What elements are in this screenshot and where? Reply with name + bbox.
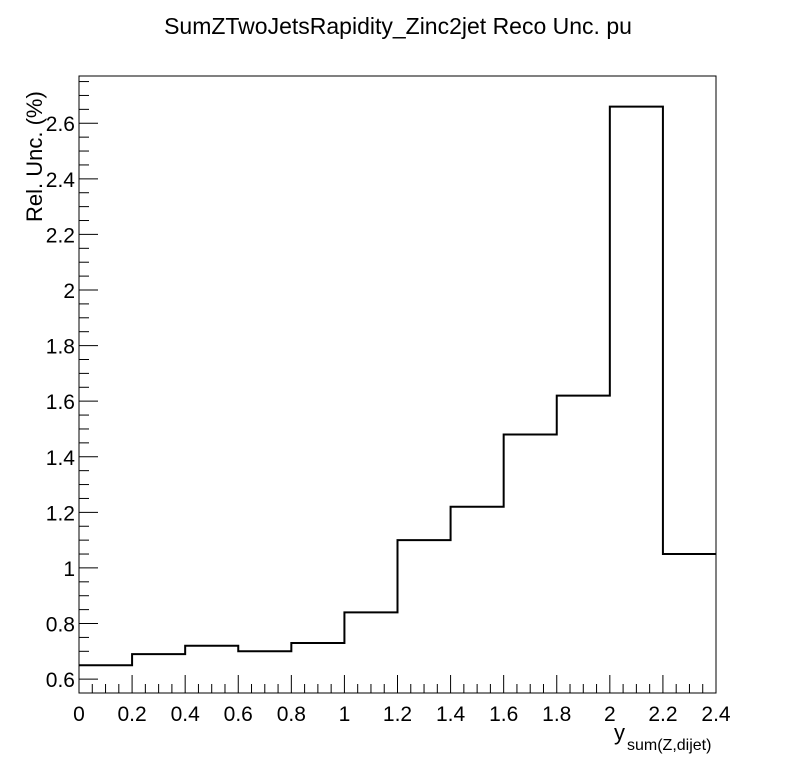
y-tick-label: 1 — [63, 558, 75, 581]
y-axis-title: Rel. Unc. (%) — [22, 91, 47, 222]
x-tick-label: 1.2 — [383, 703, 412, 726]
x-axis-title: y — [614, 720, 625, 745]
x-tick-label: 1.4 — [436, 703, 466, 726]
x-tick-label: 0.6 — [224, 703, 253, 726]
x-tick-label: 2.4 — [701, 703, 731, 726]
x-axis-title-subscript: sum(Z,dijet) — [627, 737, 711, 754]
y-tick-label: 1.2 — [46, 502, 75, 525]
y-tick-label: 0.8 — [46, 614, 75, 637]
y-tick-label: 1.4 — [46, 447, 76, 470]
x-tick-label: 0.8 — [277, 703, 306, 726]
y-tick-label: 2.4 — [46, 169, 76, 192]
x-tick-label: 0.4 — [171, 703, 201, 726]
x-tick-label: 0.2 — [117, 703, 146, 726]
x-tick-label: 2 — [604, 703, 616, 726]
y-tick-label: 2.2 — [46, 224, 75, 247]
y-tick-label: 0.6 — [46, 669, 75, 692]
x-tick-label: 1.8 — [542, 703, 571, 726]
chart-title: SumZTwoJetsRapidity_Zinc2jet Reco Unc. p… — [164, 13, 632, 39]
x-tick-label: 1.6 — [489, 703, 518, 726]
x-tick-label: 1 — [339, 703, 351, 726]
x-tick-label: 2.2 — [648, 703, 677, 726]
y-tick-label: 2.6 — [46, 113, 75, 136]
histogram-step-line — [79, 105, 716, 667]
y-tick-label: 2 — [63, 280, 75, 303]
x-tick-label: 0 — [73, 703, 85, 726]
y-tick-label: 1.8 — [46, 336, 75, 359]
y-tick-label: 1.6 — [46, 391, 75, 414]
